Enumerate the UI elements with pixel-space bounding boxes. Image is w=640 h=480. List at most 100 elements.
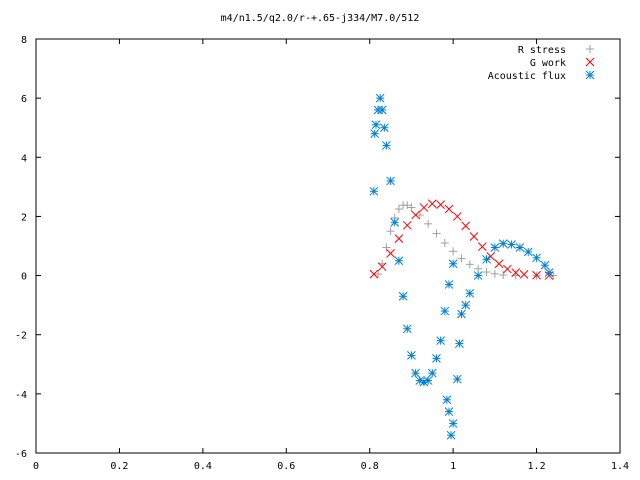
legend-marker	[586, 45, 594, 53]
data-point	[494, 259, 504, 269]
data-point	[424, 219, 433, 228]
data-point	[432, 229, 441, 238]
data-point	[532, 270, 541, 280]
data-point	[415, 210, 424, 219]
series-2	[369, 93, 554, 440]
legend-label: G work	[530, 58, 566, 69]
data-point	[377, 262, 387, 272]
data-point	[544, 268, 554, 277]
data-point	[407, 203, 416, 212]
legend-marker	[585, 70, 595, 80]
data-point	[452, 374, 462, 384]
data-point	[442, 395, 452, 405]
data-point	[398, 291, 408, 301]
data-point	[419, 203, 429, 212]
data-point	[427, 199, 437, 209]
data-point	[499, 270, 508, 279]
data-point	[482, 268, 491, 277]
data-point	[402, 220, 412, 230]
x-tick-label: 1.4	[611, 461, 629, 472]
data-point	[411, 210, 420, 220]
data-point	[532, 253, 541, 263]
data-point	[523, 247, 533, 257]
data-point	[386, 227, 395, 236]
data-point	[436, 200, 445, 209]
data-point	[402, 324, 412, 334]
data-point	[386, 176, 395, 186]
y-tick-label: 8	[21, 35, 27, 46]
x-tick-label: 1	[450, 461, 456, 472]
data-point	[382, 141, 391, 150]
legend-label: R stress	[518, 45, 566, 56]
data-point	[519, 270, 529, 279]
data-point	[394, 234, 404, 243]
data-point	[394, 205, 403, 214]
legend-label: Acoustic flux	[488, 71, 566, 82]
legend: R stress G work Acoustic flux	[488, 45, 595, 82]
y-tick-label: 2	[21, 212, 27, 223]
data-point	[444, 204, 454, 214]
data-point	[427, 368, 437, 378]
data-point	[465, 288, 475, 298]
data-point	[474, 264, 483, 273]
x-tick-label: 1.2	[528, 461, 546, 472]
data-point	[455, 339, 464, 348]
data-point	[440, 306, 450, 316]
data-point	[503, 264, 512, 274]
x-tick-label: 0	[33, 461, 39, 472]
data-point	[490, 243, 500, 252]
y-tick-label: -2	[15, 331, 27, 342]
data-point	[461, 221, 471, 231]
data-point	[379, 123, 389, 133]
data-point	[482, 254, 491, 264]
data-point	[369, 186, 379, 196]
data-point	[511, 268, 521, 277]
data-point	[448, 259, 458, 269]
data-point	[407, 351, 416, 360]
data-point	[490, 269, 499, 278]
y-tick-label: 0	[21, 272, 27, 283]
data-point	[540, 260, 550, 270]
data-point	[440, 239, 449, 248]
data-point	[377, 105, 387, 115]
data-point	[432, 354, 441, 363]
data-point	[374, 270, 383, 279]
data-point	[369, 269, 379, 279]
axis-ticks	[35, 38, 621, 454]
plot-frame	[35, 38, 621, 454]
legend-marker	[585, 57, 595, 67]
x-tick-label: 0.8	[361, 461, 379, 472]
data-point	[469, 232, 479, 241]
data-point	[411, 368, 420, 378]
series-1	[369, 199, 554, 280]
data-point	[507, 240, 516, 249]
data-point	[375, 93, 385, 103]
data-point	[448, 419, 458, 428]
data-point	[436, 336, 445, 345]
data-point	[549, 271, 558, 280]
data-point	[390, 217, 400, 227]
data-point	[449, 247, 458, 256]
data-point	[423, 376, 433, 385]
data-point	[446, 430, 456, 440]
data-point	[461, 300, 471, 310]
series-0	[374, 201, 558, 280]
series-layer	[369, 93, 558, 440]
data-point	[444, 407, 454, 416]
data-point	[457, 254, 466, 263]
data-point	[498, 239, 508, 248]
data-point	[465, 260, 474, 269]
y-tick-label: -4	[15, 390, 27, 401]
data-point	[477, 242, 487, 251]
data-point	[403, 201, 412, 210]
data-point	[452, 212, 462, 221]
tick-labels: 0 0.2 0.4 0.6 0.8 1 1.2 1.4 -6 -4 -2 0 2 4 6 8	[15, 35, 629, 472]
x-tick-label: 0.2	[110, 461, 128, 472]
data-point	[386, 249, 395, 258]
y-tick-label: 4	[21, 153, 27, 164]
data-point	[394, 256, 404, 266]
y-tick-label: 6	[21, 94, 27, 105]
data-point	[473, 271, 483, 280]
data-point	[444, 280, 454, 289]
